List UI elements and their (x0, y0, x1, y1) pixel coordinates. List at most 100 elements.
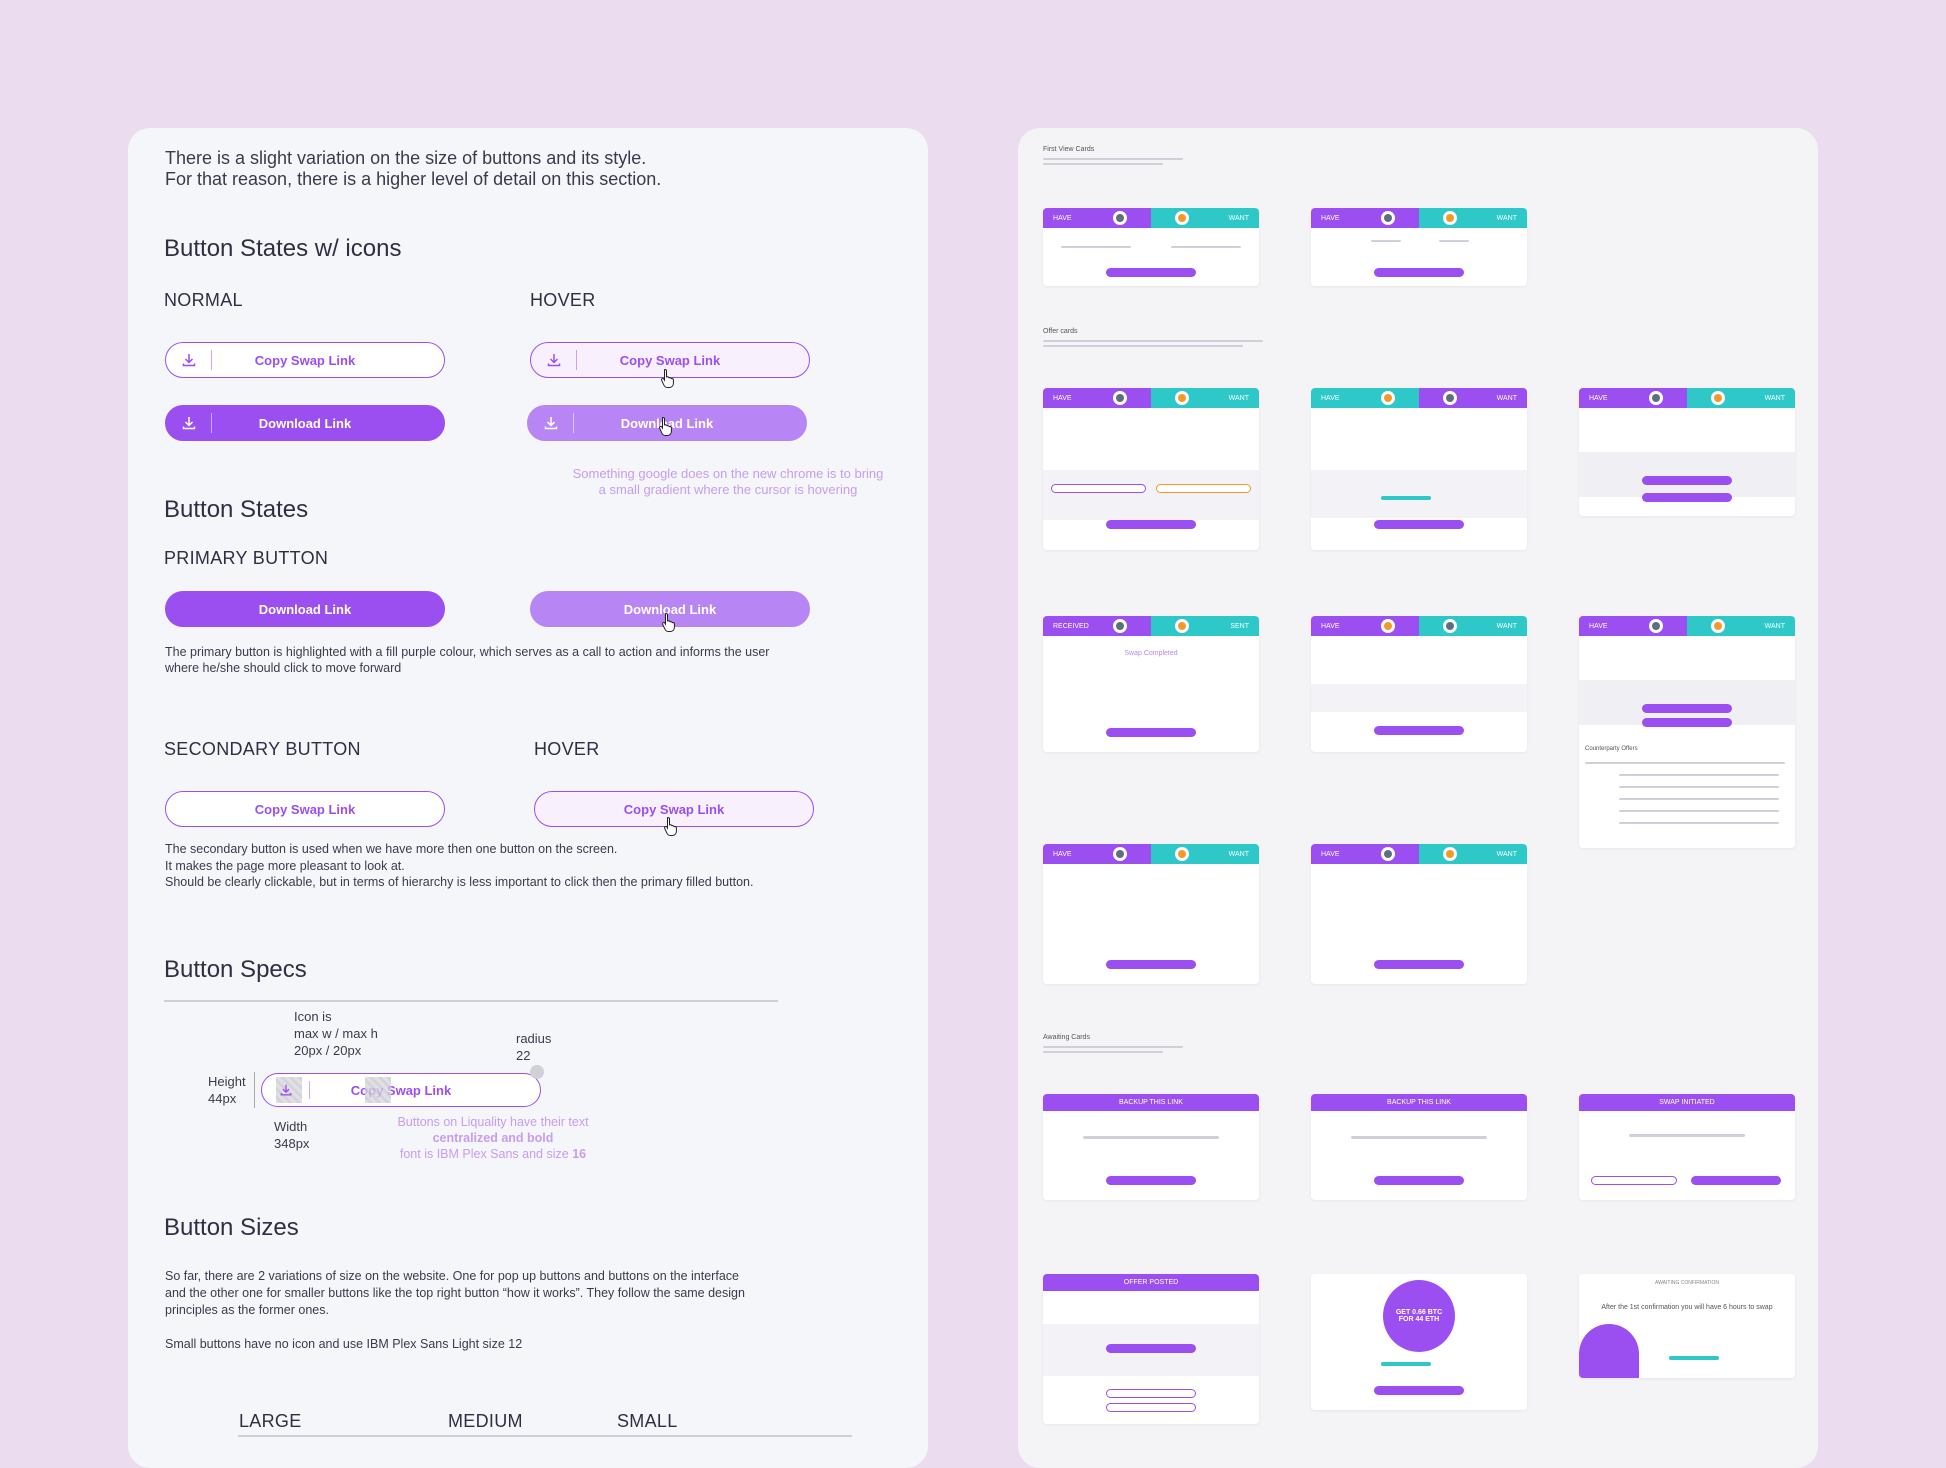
note-line: font is IBM Plex Sans and size 16 (368, 1146, 618, 1162)
download-icon (528, 406, 574, 440)
card-header: HAVE WANT (1043, 208, 1259, 228)
create-offer-button[interactable] (1642, 704, 1732, 713)
field-line (1171, 246, 1241, 248)
shared-link-button[interactable] (1691, 1176, 1781, 1185)
button-label: Download Link (620, 415, 714, 431)
download-swap-link-button[interactable] (1374, 1176, 1464, 1185)
eth-coin-icon (1443, 391, 1457, 405)
next-button[interactable] (1106, 520, 1196, 529)
next-button[interactable] (1374, 726, 1464, 735)
text-line (1629, 1134, 1745, 1137)
font-size-value: 16 (572, 1147, 587, 1161)
caption-line (1043, 340, 1263, 342)
note-line: Width (274, 1119, 308, 1134)
primary-button[interactable]: Download Link (165, 591, 445, 627)
button-label: Copy Swap Link (623, 801, 725, 817)
desc-line: The secondary button is used when we hav… (165, 842, 618, 856)
want-label: WANT (1228, 394, 1249, 402)
intro-text: There is a slight variation on the size … (165, 148, 661, 190)
field-line (1371, 240, 1401, 242)
eth-coin-icon (1443, 619, 1457, 633)
padding-guide (365, 1077, 391, 1103)
secondary-button-hover[interactable]: Copy Swap Link (534, 791, 814, 836)
have-label: HAVE (1589, 394, 1608, 402)
btc-coin-icon (1381, 619, 1395, 633)
copy-swap-link-button[interactable]: Copy Swap Link (165, 342, 445, 378)
have-label: HAVE (1589, 622, 1608, 630)
copy-link-button[interactable] (1106, 1344, 1196, 1353)
desc-line: So far, there are 2 variations of size o… (165, 1269, 739, 1283)
secondary-button[interactable]: Copy Swap Link (165, 791, 445, 827)
offer-cards-title: Offer cards (1043, 328, 1078, 335)
font-spec-note: Buttons on Liquality have their text cen… (368, 1114, 618, 1162)
eth-coin-icon (1649, 619, 1663, 633)
view-offers-button[interactable] (1642, 493, 1732, 502)
height-note: Height 44px (208, 1073, 246, 1107)
offer-posted-bar: OFFER POSTED (1043, 1274, 1259, 1291)
note-line: Height (208, 1074, 246, 1089)
have-label: HAVE (1321, 394, 1340, 402)
confirm-offer-button[interactable] (1374, 960, 1464, 969)
card-header: HAVE WANT (1311, 388, 1527, 408)
primary-button-hover[interactable]: Download Link (530, 591, 810, 632)
download-link-button-hover[interactable]: Download Link (527, 405, 807, 441)
want-label: WANT (1496, 214, 1517, 222)
options-section (1311, 684, 1527, 712)
offer-card: HAVE WANT (1579, 388, 1795, 516)
want-label: WANT (1764, 394, 1785, 402)
download-icon (262, 1074, 310, 1106)
table-row (1619, 798, 1779, 800)
address-field[interactable] (1156, 484, 1251, 493)
claim-funds-button[interactable] (1374, 1386, 1464, 1395)
next-button[interactable] (1374, 520, 1464, 529)
field-line (1439, 240, 1469, 242)
download-link-button[interactable]: Download Link (165, 405, 445, 441)
card-header: RECEIVED SENT (1043, 616, 1259, 636)
download-swap-link-button[interactable] (1106, 1176, 1196, 1185)
download-link-button[interactable] (1106, 728, 1196, 737)
create-another-offer-button[interactable] (1106, 1389, 1196, 1398)
swap-initiated-card: SWAP INITIATED (1579, 1094, 1795, 1200)
table-row (1619, 786, 1779, 788)
backup-link-bar: BACKUP THIS LINK (1311, 1094, 1527, 1111)
backup-link-card: BACKUP THIS LINK (1311, 1094, 1527, 1200)
download-icon (166, 406, 212, 440)
post-offer-button[interactable] (1106, 960, 1196, 969)
counterparty-offers-title: Counterparty Offers (1585, 746, 1638, 752)
progress-bar (1381, 1362, 1431, 1366)
icon-size-note: Icon is max w / max h 20px / 20px (294, 1008, 378, 1059)
eth-coin-icon (1113, 619, 1127, 633)
desc-line: where he/she should click to move forwar… (165, 661, 402, 675)
offer-card: HAVE WANT (1043, 844, 1259, 984)
counterparty-offers-card: HAVE WANT Counterparty Offers (1579, 616, 1795, 848)
card-header: HAVE WANT (1043, 388, 1259, 408)
copy-swap-link-button-hover[interactable]: Copy Swap Link (530, 342, 810, 388)
view-offers-button[interactable] (1642, 718, 1732, 727)
btc-coin-icon (1175, 619, 1189, 633)
want-label: WANT (1228, 850, 1249, 858)
swap-initiated-bar: SWAP INITIATED (1579, 1094, 1795, 1111)
caption-line (1043, 158, 1183, 160)
primary-description: The primary button is highlighted with a… (165, 644, 769, 676)
hand-cursor-icon (662, 612, 675, 632)
text-line (1351, 1136, 1487, 1139)
desc-line: Should be clearly clickable, but in term… (165, 875, 754, 889)
card-header: HAVE WANT (1043, 844, 1259, 864)
create-offer-button[interactable] (1642, 476, 1732, 485)
radius-marker (530, 1065, 544, 1079)
have-label: HAVE (1053, 214, 1072, 222)
next-button[interactable] (1106, 268, 1196, 277)
card-header: HAVE WANT (1579, 616, 1795, 636)
note-line: 22 (516, 1048, 531, 1063)
view-offers-button[interactable] (1106, 1403, 1196, 1412)
caption-line (1043, 1051, 1163, 1053)
want-label: WANT (1496, 622, 1517, 630)
spec-button[interactable]: Copy Swap Link (261, 1073, 541, 1107)
address-field[interactable] (1051, 484, 1146, 493)
copy-link-button[interactable] (1591, 1176, 1677, 1185)
next-button[interactable] (1374, 268, 1464, 277)
col-medium: MEDIUM (448, 1411, 523, 1431)
cat-illustration (1579, 1324, 1639, 1378)
awaiting-confirmation-card: AWAITING CONFIRMATION After the 1st conf… (1579, 1274, 1795, 1378)
desc-line: The primary button is highlighted with a… (165, 645, 770, 659)
